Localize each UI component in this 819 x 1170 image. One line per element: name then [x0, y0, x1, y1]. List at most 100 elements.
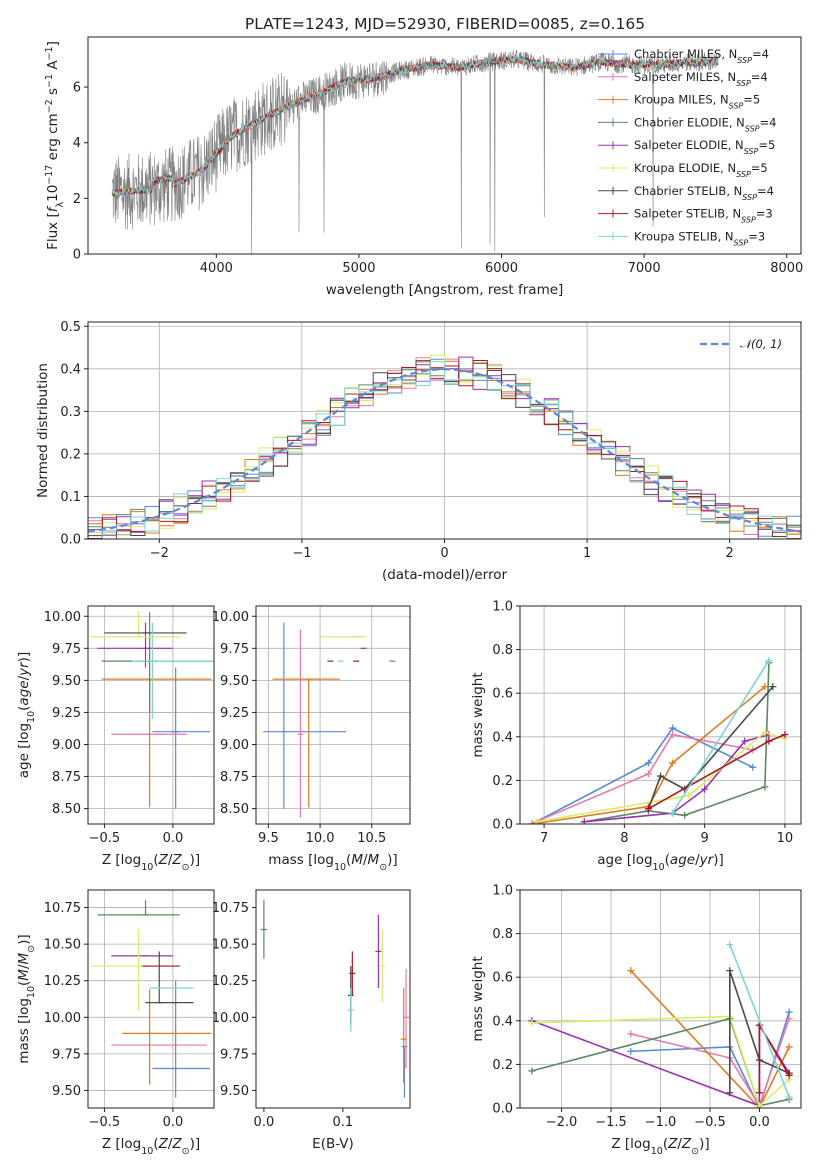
age_vs_mass-axes: 9.5 10.0 10.5 8.50 8.75 9.00 9.25 9.50 9.75 10.00…: [212, 606, 410, 873]
weight_vs_age-marker-4-2: [701, 785, 709, 793]
weight_vs_Z-xtick-label: −1.5: [595, 1115, 627, 1130]
mass_vs_EBV-axes: 0.0 0.1 9.50 9.75 10.00 10.25 10.50 10.75 E(B-V): [212, 900, 410, 1152]
weight_vs_Z-marker-7-2: [785, 1071, 793, 1079]
mass_vs_Z-ytick-label: 10.75: [44, 901, 81, 916]
mass_vs_EBV-xtick-label: 0.0: [254, 1115, 275, 1130]
weight_vs_Z-xtick-label: −0.5: [694, 1115, 726, 1130]
weight_vs_age-xtick-label: 10: [777, 831, 794, 846]
age-vs-Z-xlabel: Z [log10(Z/Z⊙)]: [102, 852, 200, 873]
residuals-xlabel: (data-model)/error: [382, 567, 508, 583]
legend-entry-7: Salpeter STELIB, NSSP=3: [634, 207, 773, 225]
residuals-ytick-label: 0.4: [60, 362, 81, 377]
mass_vs_EBV-xtick-label: 0.1: [333, 1115, 354, 1130]
histogram-8: [88, 361, 801, 539]
age_vs_Z-ytick-label: 8.75: [52, 770, 81, 785]
spectrum-ylabel: Flux [fλ10−17 erg cm−2 s−1 A−1]: [44, 41, 66, 250]
weight_vs_age-ytick-label: 0.4: [492, 730, 513, 745]
weight_vs_age-marker-0-3: [749, 763, 757, 771]
weight_vs_age-ytick-label: 0.0: [492, 818, 513, 833]
spectrum-frame: [87, 36, 802, 255]
spectrum-ytick-label: 4: [73, 136, 81, 151]
age_vs_mass-xtick-label: 9.5: [258, 831, 279, 846]
weight_vs_age-marker-8-1: [765, 657, 773, 664]
weight_vs_age-marker-8-0: [669, 809, 677, 817]
residuals-ylabel: Normed distribution: [35, 363, 51, 498]
age_vs_mass-ytick-label: 9.25: [220, 706, 249, 721]
weight_vs_Z-line-5: [531, 1015, 790, 1108]
weight_vs_Z-marker-5-0: [528, 1019, 536, 1027]
weight_vs_age-ytick-label: 0.2: [492, 774, 513, 789]
age-vs-mass-xlabel: mass [log10(M/M⊙)]: [268, 852, 397, 873]
age-vs-Z-ylabel: age [log10(age/yr)]: [16, 652, 37, 778]
age_vs_Z-axes: −0.5 0.0 8.50 8.75 9.00 9.25 9.50 9.75 10.00 Z [l…: [16, 606, 214, 873]
weight_vs_age-marker-5-1: [685, 792, 693, 800]
weight_vs_Z-marker-2-0: [627, 967, 635, 975]
weight_vs_Z-ytick-label: 0.0: [492, 1102, 513, 1117]
age_vs_Z-ytick-label: 8.50: [52, 802, 81, 817]
mass_vs_EBV-ytick-label: 10.00: [212, 1011, 249, 1026]
age_vs_Z-ytick-label: 9.25: [52, 706, 81, 721]
weight_vs_age-ytick-label: 0.8: [492, 643, 513, 658]
weight_vs_age-ytick-label: 0.6: [492, 687, 513, 702]
legend-entry-0: Chabrier MILES, NSSP=4: [634, 47, 769, 65]
weight_vs_Z-xtick-label: −1.0: [645, 1115, 677, 1130]
weight_vs_Z-ytick-label: 0.6: [492, 971, 513, 986]
residuals-ytick-label: 0.5: [60, 320, 81, 335]
weight_vs_age-marker-2-2: [669, 759, 677, 767]
weight_vs_age-ylabel: mass weight: [470, 672, 486, 757]
mass_vs_EBV-frame: [255, 889, 411, 1109]
mass_vs_Z-ytick-label: 10.50: [44, 938, 81, 953]
mass_vs_EBV-ytick-label: 9.50: [220, 1084, 249, 1099]
weight_vs_Z-marker-1-3: [785, 1015, 793, 1023]
weight_vs_age-marker-5-2: [761, 728, 769, 736]
mass_vs_Z-ytick-label: 10.25: [44, 974, 81, 989]
residuals-frame: [87, 321, 802, 540]
weight_vs_Z-line-6: [729, 970, 790, 1093]
weight_vs_age-xtick-label: 9: [701, 831, 709, 846]
weight_vs_age-marker-4-0: [580, 818, 588, 824]
age_vs_mass-ytick-label: 10.00: [212, 610, 249, 625]
weight_vs_age-marker-6-3: [769, 683, 777, 691]
mass_vs_EBV-ytick-label: 10.25: [212, 974, 249, 989]
spectrum-ytick-label: 2: [73, 192, 81, 207]
mass_vs_Z-ytick-label: 10.00: [44, 1011, 81, 1026]
age_vs_Z-ytick-label: 10.00: [44, 610, 81, 625]
weight_vs_age-marker-7-0: [644, 805, 652, 813]
mass_vs_EBV-ytick-label: 9.75: [220, 1047, 249, 1062]
mass_vs_Z-ytick-label: 9.50: [52, 1084, 81, 1099]
mass_vs_Z-axes: −0.5 0.0 9.50 9.75 10.00 10.25 10.50 10.75 Z [lo…: [16, 890, 214, 1157]
spectrum-xlabel: wavelength [Angstrom, rest frame]: [326, 282, 564, 298]
weight_vs_Z-marker-6-1: [726, 967, 734, 975]
age_vs_mass-xtick-label: 10.5: [357, 831, 386, 846]
mass-vs-Z-ylabel: mass [log10(M/M⊙)]: [16, 934, 37, 1063]
weight_vs_Z-ylabel: mass weight: [470, 956, 486, 1041]
weight_vs_Z-marker-0-3: [785, 1008, 793, 1016]
age_vs_mass-xtick-label: 10.0: [306, 831, 335, 846]
weight_vs_Z-marker-8-1: [785, 1093, 793, 1101]
mass_vs_EBV-ytick-label: 10.50: [212, 938, 249, 953]
age_vs_mass-ytick-label: 9.00: [220, 738, 249, 753]
age_vs_Z-xtick-label: −0.5: [89, 831, 121, 846]
residuals-xtick-label: −2: [150, 546, 169, 561]
mass_vs_Z-ytick-label: 9.75: [52, 1047, 81, 1062]
weight_vs_Z-line-1: [630, 1018, 790, 1108]
legend-entry-6: Chabrier STELIB, NSSP=4: [634, 184, 774, 202]
figure-title: PLATE=1243, MJD=52930, FIBERID=0085, z=0…: [245, 15, 645, 33]
weight_vs_Z-xtick-label: 0.0: [749, 1115, 770, 1130]
age_vs_Z-ytick-label: 9.75: [52, 642, 81, 657]
weight_vs_Z-marker-8-0: [726, 941, 734, 948]
mass_vs_Z-frame: [87, 889, 215, 1109]
weight_vs_age-marker-3-2: [681, 811, 689, 819]
weight_vs_Z-marker-2-2: [785, 1043, 793, 1051]
weight_vs_age-line-0: [531, 727, 754, 824]
weight_vs_age-marker-7-1: [765, 737, 773, 745]
residuals-xtick-label: 0: [440, 546, 448, 561]
weight_vs_age-marker-4-3: [741, 737, 749, 745]
weight_vs_Z-ytick-label: 1.0: [492, 884, 513, 899]
weight_vs_Z-marker-5-2: [755, 1102, 763, 1108]
mass-vs-Z-xlabel: Z [log10(Z/Z⊙)]: [102, 1136, 200, 1157]
residuals-ytick-label: 0.2: [60, 447, 81, 462]
age_vs_Z-frame: [87, 605, 215, 825]
residuals-ytick-label: 0.0: [60, 533, 81, 548]
weight_vs_Z-marker-3-0: [528, 1067, 536, 1075]
